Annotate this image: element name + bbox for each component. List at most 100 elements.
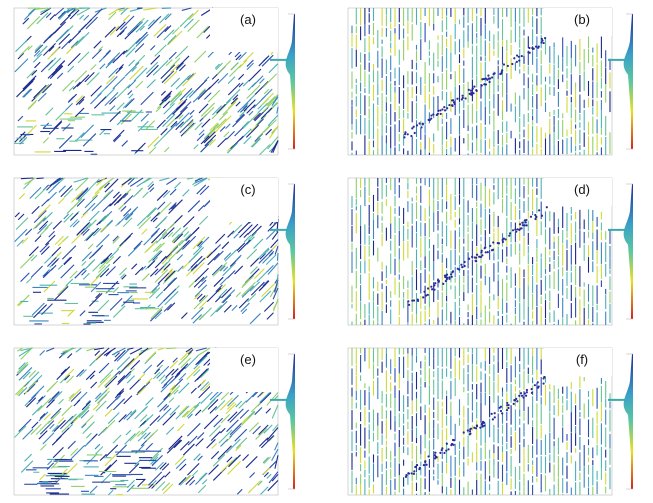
trace-dot [469, 430, 471, 432]
trace-dot [423, 464, 425, 466]
trace-dot [538, 209, 540, 211]
trace-dot [437, 279, 439, 281]
trace-dot [431, 288, 433, 290]
trace-dot [481, 78, 483, 80]
trace-dot [434, 282, 436, 284]
trace-dot [437, 110, 439, 112]
trace-dot [513, 399, 515, 401]
map-panel: (c) [14, 178, 278, 325]
trace-dot [454, 103, 456, 105]
trace-dot [481, 254, 483, 256]
page: (a)(b)(c)(d)(e)(f) (() => { const data =… [0, 0, 653, 503]
trace-dot [501, 71, 503, 73]
trace-dot [487, 251, 489, 253]
trace-dot [526, 389, 528, 391]
trace-dot [441, 108, 443, 110]
trace-dot [452, 270, 454, 272]
trace-dot [521, 55, 523, 57]
trace-dot [447, 448, 449, 450]
trace-dot [491, 249, 493, 251]
trace-dot [507, 404, 509, 406]
trace-dot [427, 455, 429, 457]
trace-dot [430, 286, 432, 288]
trace-dot [420, 126, 422, 128]
trace-dot [456, 98, 458, 100]
trace-dot [502, 239, 504, 241]
trace-dot [489, 245, 491, 247]
trace-dot [464, 97, 466, 99]
trace-dot [535, 216, 537, 218]
trace-dot [424, 460, 426, 462]
trace-dot [403, 136, 405, 138]
trace-dot [518, 395, 520, 397]
trace-dot [404, 133, 406, 135]
trace-dot [473, 86, 475, 88]
trace [36, 178, 43, 179]
trace-dot [471, 256, 473, 258]
scale-shape [624, 184, 633, 319]
trace-dot [515, 231, 517, 233]
trace-dot [407, 300, 409, 302]
trace-dot [416, 464, 418, 466]
trace-dot [443, 106, 445, 108]
trace-dot [430, 114, 432, 116]
trace-dot [467, 429, 469, 431]
trace-dot [468, 89, 470, 91]
panel-label: (b) [574, 12, 590, 27]
trace-dot [439, 452, 441, 454]
trace-dot [520, 392, 522, 394]
trace [277, 253, 278, 261]
trace-dot [513, 57, 515, 59]
trace-dot [450, 444, 452, 446]
trace-dot [419, 467, 421, 469]
trace-dot [507, 407, 509, 409]
trace-dot [436, 114, 438, 116]
trace-dot [531, 392, 533, 394]
trace-dot [503, 63, 505, 65]
trace-dot [543, 376, 545, 378]
trace-dot [445, 275, 447, 277]
trace-dot [534, 384, 536, 386]
trace-dot [408, 472, 410, 474]
trace-dot [476, 90, 478, 92]
map-panel: (e) [14, 348, 278, 495]
trace-dot [413, 473, 415, 475]
trace-dot [511, 63, 513, 65]
trace-dot [542, 382, 544, 384]
trace-dot [527, 51, 529, 53]
trace-dot [429, 119, 431, 121]
figure: (a)(b)(c)(d)(e)(f) [0, 0, 653, 503]
trace-dot [434, 457, 436, 459]
trace-dot [506, 409, 508, 411]
trace-dot [464, 261, 466, 263]
trace-dot [535, 46, 537, 48]
trace-dot [516, 228, 518, 230]
trace-dot [482, 426, 484, 428]
trace-dot [497, 242, 499, 244]
trace-dot [506, 402, 508, 404]
trace-dot [492, 418, 494, 420]
trace-dot [520, 227, 522, 229]
trace-dot [462, 97, 464, 99]
trace-dot [444, 109, 446, 111]
trace-dot [446, 443, 448, 445]
trace-dot [525, 221, 527, 223]
trace-dot [500, 410, 502, 412]
trace-dot [442, 283, 444, 285]
trace-dot [410, 135, 412, 137]
trace-dot [485, 78, 487, 80]
trace-dot [432, 113, 434, 115]
trace-dot [411, 300, 413, 302]
trace-dot [445, 450, 447, 452]
trace-dot [518, 59, 520, 61]
trace-dot [422, 123, 424, 125]
trace-dot [476, 254, 478, 256]
trace-dot [469, 93, 471, 95]
trace-dot [414, 132, 416, 134]
trace-dot [443, 452, 445, 454]
trace-dot [473, 427, 475, 429]
trace-dot [524, 224, 526, 226]
trace-dot [451, 276, 453, 278]
trace-dot [448, 276, 450, 278]
trace-dot [519, 223, 521, 225]
